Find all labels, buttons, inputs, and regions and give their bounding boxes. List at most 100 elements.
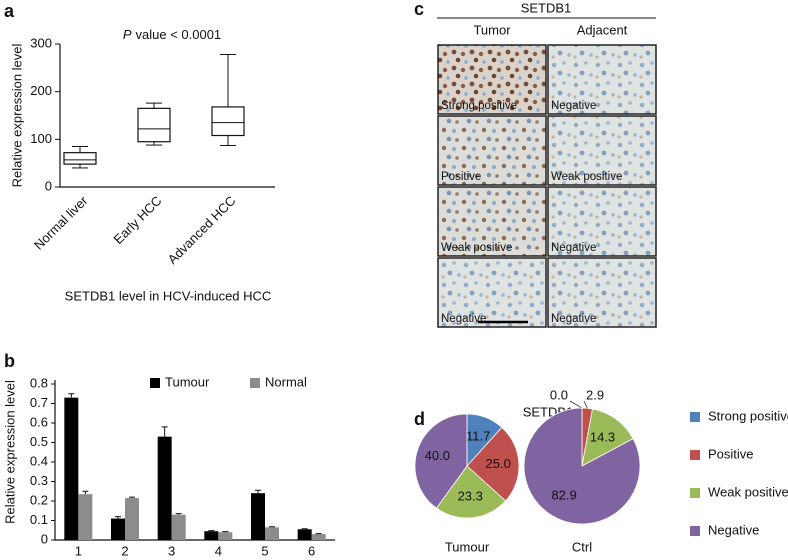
image-label: Strong positive (441, 100, 517, 112)
legend-label: Strong positive (708, 408, 788, 423)
bar (218, 532, 233, 540)
legend-swatch (150, 378, 160, 388)
bar (251, 493, 265, 540)
box (211, 106, 245, 137)
pie-slice (414, 413, 468, 509)
bar (171, 514, 186, 540)
x-tick-label: Advanced HCC (165, 193, 239, 267)
pie-slice (581, 408, 634, 467)
x-tick-label: Early HCC (111, 193, 165, 247)
bar (125, 498, 139, 540)
error-bar (255, 489, 261, 494)
image-label: Negative (551, 242, 596, 254)
legend-swatch (690, 412, 700, 422)
bar (157, 436, 172, 540)
image-label: Negative (551, 100, 596, 112)
micrograph (547, 115, 657, 186)
micrograph (437, 44, 547, 115)
pie-label: 40.0 (425, 448, 450, 463)
pie-label: 2.9 (586, 387, 604, 402)
pie-label: 14.3 (590, 429, 615, 444)
pie-label: 23.3 (458, 488, 483, 503)
column-title: Tumor (473, 22, 511, 37)
pie-slice (523, 407, 641, 525)
panel-label: a (4, 1, 15, 21)
error-bar (301, 528, 308, 530)
panel-label: c (414, 0, 424, 19)
panel-label: b (4, 351, 15, 371)
image-label: Weak positive (441, 242, 512, 254)
micrograph (437, 257, 547, 328)
error-bar (115, 516, 121, 519)
annotation-italic: P (123, 27, 132, 42)
y-tick-label: 0 (41, 531, 48, 546)
y-tick-label: 100 (30, 131, 52, 146)
image-label: Negative (551, 313, 596, 325)
legend-label: Weak positive (708, 484, 788, 499)
legend-swatch (250, 378, 260, 388)
legend-swatch (690, 526, 700, 536)
legend-label: Normal (265, 374, 307, 389)
error-bar (82, 490, 89, 495)
pie-label: 0.0 (550, 387, 568, 402)
x-tick-label: 3 (168, 543, 175, 558)
y-tick-label: 0.7 (30, 395, 48, 410)
panel-label: d (414, 409, 425, 429)
micrograph (547, 44, 657, 115)
x-tick-label: Normal liver (31, 192, 91, 252)
error-bar (208, 530, 215, 532)
bar (265, 527, 279, 540)
image-label: Weak positive (551, 171, 622, 183)
y-tick-label: 0.6 (30, 414, 48, 429)
y-tick-label: 0 (45, 178, 52, 193)
bar (297, 529, 312, 540)
x-tick-label: 6 (308, 543, 315, 558)
bar (111, 518, 125, 540)
pie-slice (435, 465, 507, 519)
leader-line (569, 400, 583, 409)
axis (54, 380, 335, 541)
x-tick-label: 4 (215, 543, 222, 558)
error-bar (175, 513, 182, 515)
panel-title: SETDB1 (521, 0, 572, 15)
bar (64, 397, 79, 540)
error-bar (161, 426, 168, 437)
pie-caption: Ctrl (572, 539, 592, 554)
error-bar (129, 496, 135, 499)
pie-label: 25.0 (486, 456, 511, 471)
pie-slice (466, 426, 520, 502)
pie-label: 11.7 (466, 428, 490, 443)
legend-label: Tumour (165, 374, 210, 389)
leader-line (583, 400, 588, 409)
x-tick-label: 5 (261, 543, 268, 558)
y-tick-label: 0.4 (30, 453, 48, 468)
y-tick-label: 0.3 (30, 473, 48, 488)
y-axis-label: Relative expression level (9, 43, 24, 187)
histology-panel: SETDB1 Tumor Adjacent Strong positive Negati… (437, 0, 657, 328)
annotation-text: value < 0.0001 (136, 27, 222, 42)
legend-label: Negative (708, 522, 759, 537)
box (137, 107, 171, 143)
legend-swatch (690, 450, 700, 460)
bar (78, 494, 93, 540)
x-tick-label: 1 (75, 543, 82, 558)
bar (204, 531, 219, 540)
error-bar (269, 526, 275, 528)
y-tick-label: 200 (30, 83, 52, 98)
legend-label: Positive (708, 446, 754, 461)
image-label: Positive (441, 171, 481, 183)
error-bar (68, 393, 75, 398)
x-tick-label: 2 (121, 543, 128, 558)
micrograph (437, 186, 547, 257)
error-bar (222, 531, 229, 533)
legend-swatch (690, 488, 700, 498)
pie-caption: Tumour (445, 539, 490, 554)
pie-label: 82.9 (551, 487, 576, 502)
y-tick-label: 300 (30, 35, 52, 50)
y-tick-label: 0.1 (30, 512, 48, 527)
bar (311, 534, 326, 540)
micrograph (547, 186, 657, 257)
x-axis-label: SETDB1 level in HCV-induced HCC (65, 288, 272, 303)
